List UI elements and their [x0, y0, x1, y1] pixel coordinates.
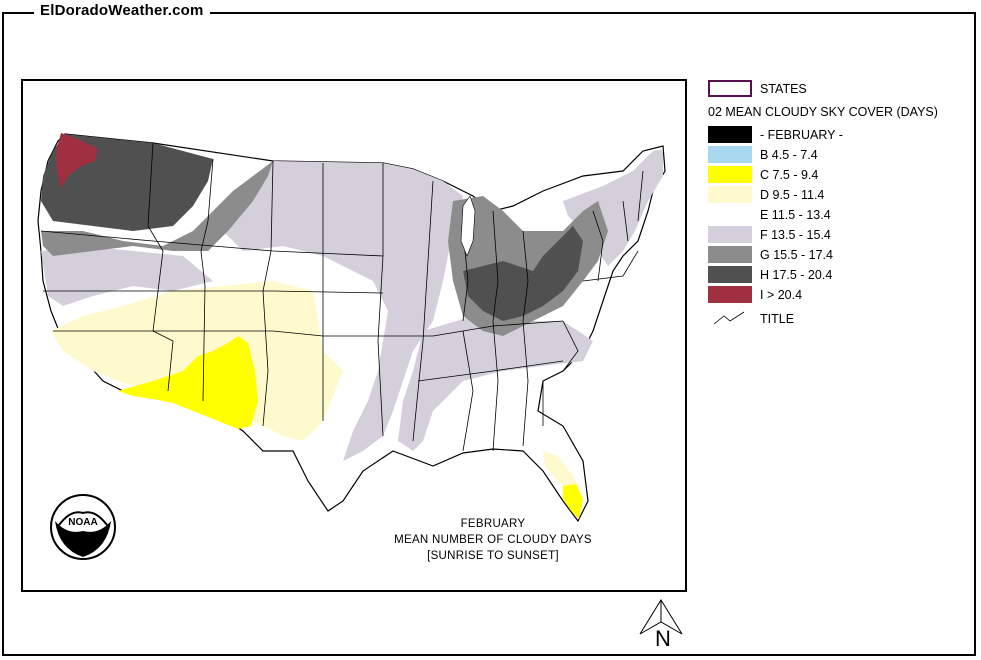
legend-item: B 4.5 - 7.4	[708, 144, 968, 164]
legend-swatch	[708, 146, 752, 163]
legend-swatch	[708, 186, 752, 203]
legend-item: I > 20.4	[708, 284, 968, 304]
zone-c-florida	[563, 484, 583, 519]
legend-label: G 15.5 - 17.4	[760, 248, 833, 262]
noaa-logo-icon: NOAA	[50, 494, 116, 560]
legend-label: D 9.5 - 11.4	[760, 188, 825, 202]
legend-item: D 9.5 - 11.4	[708, 184, 968, 204]
zone-h-ohio	[463, 226, 583, 321]
legend-item: C 7.5 - 9.4	[708, 164, 968, 184]
legend-item: H 17.5 - 20.4	[708, 264, 968, 284]
legend-swatch	[708, 246, 752, 263]
states-label: STATES	[760, 82, 807, 96]
legend-label: H 17.5 - 20.4	[760, 268, 833, 282]
caption-title: MEAN NUMBER OF CLOUDY DAYS	[394, 534, 592, 546]
north-label: N	[655, 626, 671, 651]
legend-item: - FEBRUARY -	[708, 124, 968, 144]
legend-label: - FEBRUARY -	[760, 128, 843, 142]
legend-swatch	[708, 126, 752, 143]
legend-heading: 02 MEAN CLOUDY SKY COVER (DAYS)	[708, 105, 938, 119]
map-legend: STATES 02 MEAN CLOUDY SKY COVER (DAYS) -…	[708, 78, 968, 326]
zone-f-southeast	[398, 316, 593, 451]
zone-c-arizona-nm	[118, 336, 258, 429]
states-swatch	[708, 80, 752, 97]
legend-swatch	[708, 226, 752, 243]
legend-swatch	[708, 266, 752, 283]
cloudy-days-map	[37, 133, 666, 523]
legend-swatch	[708, 166, 752, 183]
legend-label: C 7.5 - 9.4	[760, 168, 819, 182]
legend-items: - FEBRUARY - B 4.5 - 7.4 C 7.5 - 9.4 D 9.5 …	[708, 124, 968, 304]
map-caption: FEBRUARY MEAN NUMBER OF CLOUDY DAYS [SUN…	[353, 516, 633, 564]
zone-g-northwest	[41, 161, 273, 256]
map-panel: NOAA FEBRUARY MEAN NUMBER OF CLOUDY DAYS…	[21, 79, 687, 592]
legend-swatch	[708, 286, 752, 303]
caption-month: FEBRUARY	[460, 518, 526, 530]
legend-label: B 4.5 - 7.4	[760, 148, 818, 162]
north-arrow-icon	[639, 599, 683, 635]
title-line-icon	[713, 311, 745, 325]
legend-title-row: TITLE	[708, 308, 968, 328]
caption-subtitle: [SUNRISE TO SUNSET]	[427, 550, 559, 562]
legend-item: E 11.5 - 13.4	[708, 204, 968, 224]
legend-label: I > 20.4	[760, 288, 803, 302]
outer-frame	[2, 12, 976, 656]
legend-item: G 15.5 - 17.4	[708, 244, 968, 264]
title-label: TITLE	[760, 312, 795, 326]
zone-d-florida	[543, 451, 581, 493]
zone-i-washington	[56, 133, 98, 189]
lake-michigan	[460, 195, 476, 257]
legend-item: F 13.5 - 15.4	[708, 224, 968, 244]
site-title: ElDoradoWeather.com	[34, 2, 210, 19]
legend-swatch	[708, 206, 752, 223]
zone-f-great-plains	[223, 161, 463, 461]
state-borders	[40, 142, 644, 452]
noaa-logo-text: NOAA	[68, 517, 97, 528]
legend-label: F 13.5 - 15.4	[760, 228, 831, 242]
legend-states: STATES	[708, 78, 968, 98]
legend-label: E 11.5 - 13.4	[760, 208, 831, 222]
